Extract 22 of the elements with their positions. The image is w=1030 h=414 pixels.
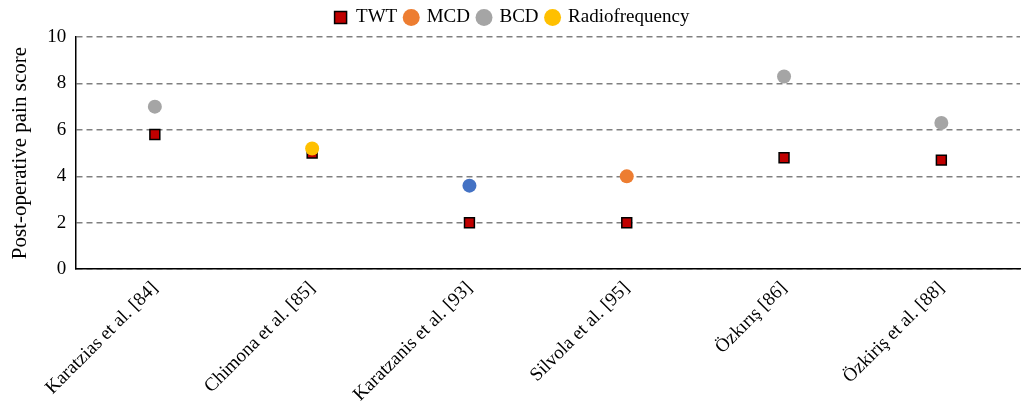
point bbox=[149, 128, 161, 141]
legend-label: MCD bbox=[426, 5, 471, 27]
y-tick-label: 0 bbox=[56, 257, 67, 279]
legend-label: BCD bbox=[499, 5, 539, 27]
y-tick-label: 6 bbox=[56, 117, 67, 139]
point bbox=[147, 99, 162, 114]
legend-label: Radiofrequency bbox=[568, 5, 690, 27]
point bbox=[305, 141, 320, 156]
y-tick-label: 10 bbox=[47, 24, 67, 46]
point bbox=[619, 169, 634, 184]
point bbox=[462, 178, 477, 193]
y-tick-label: 8 bbox=[56, 71, 67, 93]
y-tick-label: 2 bbox=[56, 210, 67, 232]
point bbox=[935, 154, 948, 166]
point bbox=[777, 69, 792, 84]
y-tick-label: 4 bbox=[56, 164, 67, 186]
point bbox=[934, 115, 949, 130]
legend-label: TWT bbox=[356, 5, 398, 27]
point bbox=[621, 217, 633, 229]
point bbox=[778, 152, 790, 164]
point bbox=[463, 217, 476, 229]
y-axis-title: Post-operative pain score bbox=[7, 46, 32, 260]
